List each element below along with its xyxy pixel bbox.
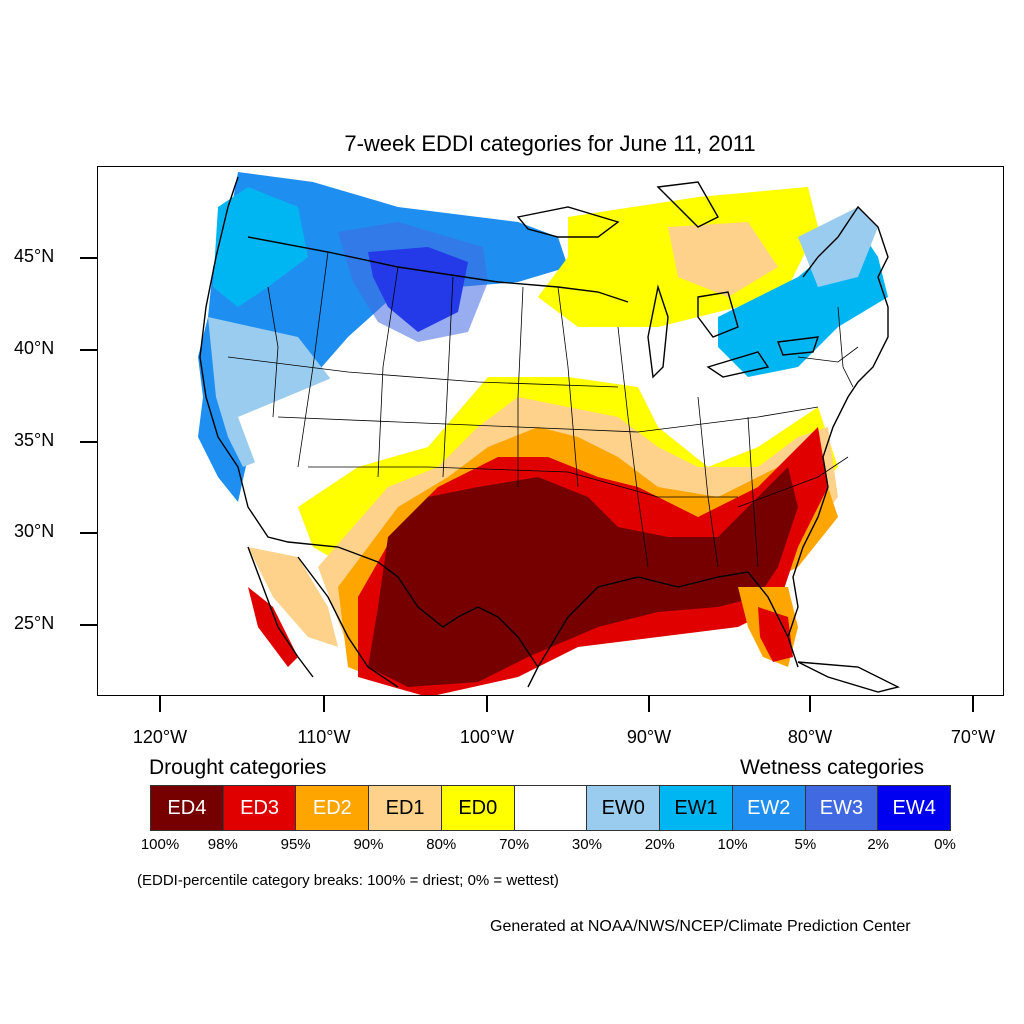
state-border: [617, 326, 649, 568]
lon-tick: [323, 696, 325, 712]
legend-box-ed2: ED2: [296, 786, 370, 830]
lon-tick: [486, 696, 488, 712]
mexico-coast: [247, 546, 399, 688]
northern-plains-ew3: [338, 222, 488, 342]
cuba: [797, 661, 901, 693]
lon-label-70w: 70°W: [950, 727, 996, 747]
lon-tick: [972, 696, 974, 712]
state-border: [267, 286, 279, 418]
state-border: [557, 286, 579, 488]
eddi-map: [198, 172, 901, 695]
state-border: [697, 396, 719, 568]
lat-tick: [80, 624, 97, 626]
lon-tick: [159, 696, 161, 712]
category-note: (EDDI-percentile category breaks: 100% =…: [137, 872, 559, 889]
legend-box-ew0: EW0: [587, 786, 661, 830]
drought-heading: Drought categories: [149, 756, 327, 779]
state-border: [227, 356, 619, 388]
state-border: [747, 416, 759, 568]
percent-break-label: 70%: [499, 836, 530, 853]
lat-label-30: 30°N: [14, 521, 55, 541]
lat-label-35: 35°N: [14, 430, 55, 450]
baja-ed3: [248, 587, 298, 667]
lake-michigan: [647, 284, 669, 379]
state-border: [442, 276, 454, 478]
percent-break-label: 5%: [794, 836, 817, 853]
pacific-nw-ew1: [213, 187, 308, 307]
state-border: [737, 456, 849, 508]
legend-box-ew1: EW1: [660, 786, 733, 830]
legend-box-ew3: EW3: [805, 786, 879, 830]
lat-label-45: 45°N: [14, 246, 55, 266]
state-border: [837, 306, 854, 388]
lat-label-25: 25°N: [14, 613, 55, 633]
percent-break-label: 20%: [644, 836, 675, 853]
james-bay: [656, 181, 719, 228]
percent-break-label: 2%: [867, 836, 890, 853]
lake-ontario: [777, 336, 820, 356]
lat-tick: [80, 532, 97, 534]
legend-box-ed0: ED0: [441, 786, 515, 830]
percent-break-label: 98%: [207, 836, 238, 853]
legend-box-ed1: ED1: [369, 786, 442, 830]
lon-label-90w: 90°W: [626, 727, 672, 747]
land-shading: [198, 172, 888, 695]
category-legend: ED4 ED3 ED2 ED1 ED0 EW0 EW1 EW2 EW3 EW4: [150, 785, 951, 831]
lon-label-100w: 100°W: [459, 727, 515, 747]
us-outline: [199, 176, 889, 688]
state-border: [308, 466, 738, 498]
state-border: [377, 266, 399, 478]
lat-tick: [80, 349, 97, 351]
lat-label-40: 40°N: [14, 338, 55, 358]
lon-tick: [809, 696, 811, 712]
lake-superior: [516, 206, 620, 238]
percent-break-label: 30%: [571, 836, 602, 853]
lat-tick: [80, 257, 97, 259]
map-title: 7-week EDDI categories for June 11, 2011: [344, 131, 756, 156]
percent-break-label: 95%: [280, 836, 311, 853]
mexico-west-ed1: [248, 547, 338, 647]
legend-box-ew4: EW4: [878, 786, 951, 830]
percent-break-label: 90%: [353, 836, 384, 853]
lon-tick: [648, 696, 650, 712]
state-border: [517, 286, 524, 487]
credit-line: Generated at NOAA/NWS/NCEP/Climate Predi…: [490, 918, 911, 935]
lon-label-110w: 110°W: [297, 727, 351, 747]
lake-huron: [697, 291, 739, 338]
state-border: [277, 406, 819, 433]
percent-break-label: 10%: [717, 836, 748, 853]
legend-box-neutral: [514, 786, 588, 830]
lake-erie: [706, 351, 770, 378]
coastlines: [199, 176, 901, 693]
percent-break-label: 100%: [140, 836, 180, 853]
percent-break-label: 0%: [934, 836, 956, 853]
lon-label-80w: 80°W: [787, 727, 833, 747]
florida-ed3: [758, 607, 793, 662]
northeast-ew0: [798, 207, 878, 287]
map-panel: [97, 166, 1004, 696]
south-ed4: [368, 467, 798, 687]
great-lakes-ed1: [668, 222, 778, 297]
state-border: [797, 346, 859, 363]
legend-box-ew2: EW2: [732, 786, 806, 830]
state-border: [297, 251, 329, 468]
legend-box-ed3: ED3: [223, 786, 297, 830]
legend-box-ed4: ED4: [151, 786, 224, 830]
percent-break-label: 80%: [426, 836, 457, 853]
lon-label-120w: 120°W: [132, 727, 188, 747]
lat-tick: [80, 441, 97, 443]
state-borders: [227, 251, 859, 568]
wetness-heading: Wetness categories: [740, 756, 925, 779]
